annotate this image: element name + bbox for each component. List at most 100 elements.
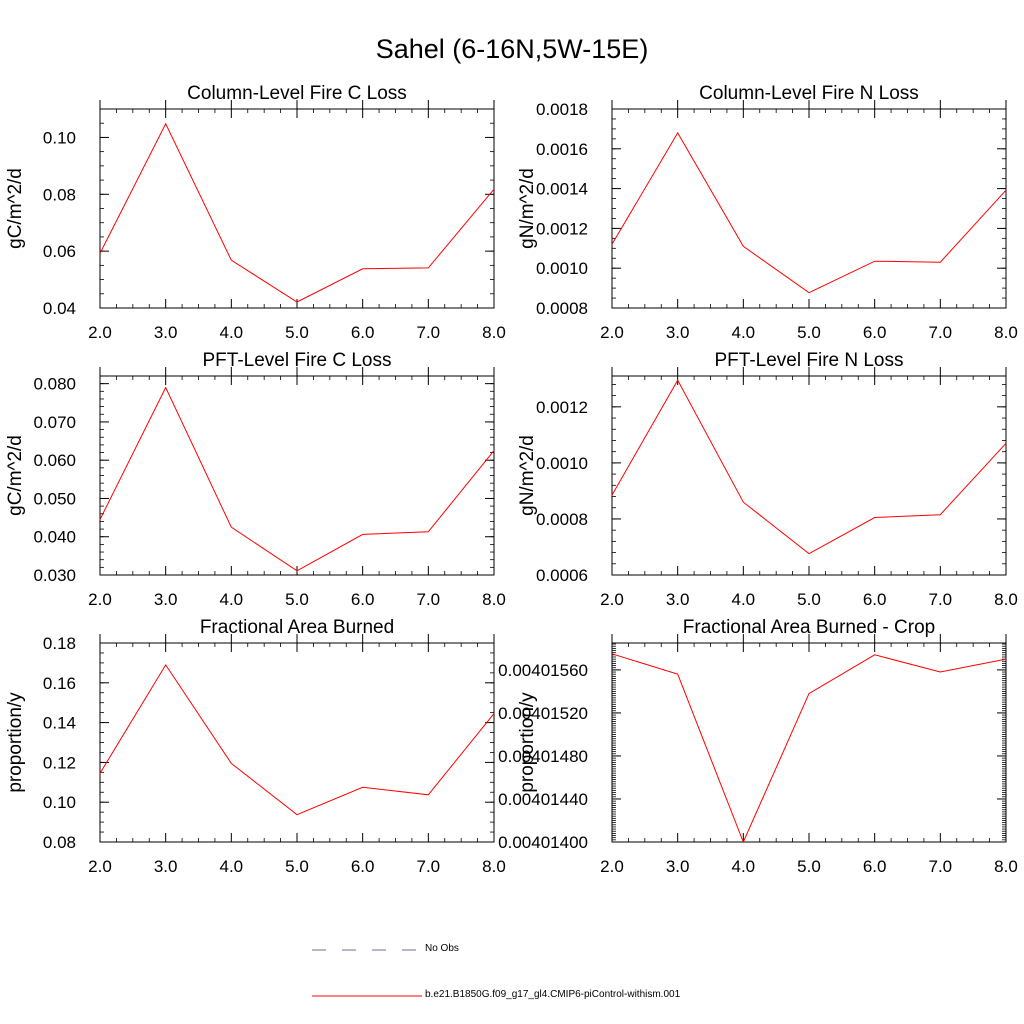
x-tick-label: 2.0 bbox=[88, 590, 112, 609]
y-axis-label: proportion/y bbox=[5, 692, 26, 793]
x-tick-label: 3.0 bbox=[666, 857, 690, 876]
chart-panel-5: Fractional Area Burned proportion/y 0.08 0.… bbox=[5, 617, 506, 876]
plot-frame bbox=[99, 375, 495, 576]
y-axis-label: gC/m^2/d bbox=[5, 435, 26, 516]
plot-frame bbox=[611, 642, 1007, 843]
x-tick-label: 3.0 bbox=[154, 590, 178, 609]
x-tick-label: 8.0 bbox=[994, 323, 1018, 342]
y-tick-label: 0.080 bbox=[33, 375, 76, 394]
x-tick-label: 5.0 bbox=[797, 323, 821, 342]
y-tick-label: 0.00401480 bbox=[498, 747, 588, 766]
y-tick-label: 0.14 bbox=[43, 714, 76, 733]
legend-model-swatch bbox=[312, 995, 422, 997]
y-axis-label: proportion/y bbox=[517, 692, 538, 793]
legend-obs-label: No Obs bbox=[425, 943, 459, 954]
x-tick-label: 6.0 bbox=[351, 857, 375, 876]
x-tick-label: 4.0 bbox=[220, 590, 244, 609]
x-tick-label: 2.0 bbox=[600, 590, 624, 609]
y-tick-label: 0.04 bbox=[43, 299, 76, 318]
chart-panel-6: Fractional Area Burned - Crop proportion/… bbox=[498, 617, 1018, 876]
y-tick-label: 0.18 bbox=[43, 634, 76, 653]
x-tick-label: 8.0 bbox=[994, 590, 1018, 609]
y-tick-label: 0.0006 bbox=[536, 566, 588, 585]
y-axis-label: gN/m^2/d bbox=[517, 168, 538, 249]
y-tick-label: 0.00401520 bbox=[498, 704, 588, 723]
y-axis-label: gC/m^2/d bbox=[5, 168, 26, 249]
chart-panel-2: Column-Level Fire N Loss gN/m^2/d 0.0008 0.… bbox=[517, 83, 1018, 342]
plot-frame bbox=[611, 108, 1007, 309]
y-tick-label: 0.0012 bbox=[536, 398, 588, 417]
x-tick-label: 4.0 bbox=[220, 323, 244, 342]
x-tick-label: 3.0 bbox=[666, 590, 690, 609]
x-tick-label: 7.0 bbox=[417, 857, 441, 876]
y-tick-label: 0.10 bbox=[43, 793, 76, 812]
x-tick-label: 4.0 bbox=[220, 857, 244, 876]
x-tick-label: 7.0 bbox=[929, 590, 953, 609]
y-tick-label: 0.08 bbox=[43, 833, 76, 852]
y-tick-label: 0.0008 bbox=[536, 510, 588, 529]
panel-title: Fractional Area Burned - Crop bbox=[683, 617, 935, 638]
y-tick-label: 0.0018 bbox=[536, 100, 588, 119]
x-tick-label: 4.0 bbox=[732, 590, 756, 609]
x-tick-label: 2.0 bbox=[88, 323, 112, 342]
y-axis-label: gN/m^2/d bbox=[517, 435, 538, 516]
legend-model-label: b.e21.B1850G.f09_g17_gl4.CMIP6-piControl… bbox=[425, 989, 681, 1000]
y-tick-label: 0.16 bbox=[43, 674, 76, 693]
x-tick-label: 4.0 bbox=[732, 857, 756, 876]
series-line bbox=[99, 663, 495, 816]
x-tick-label: 5.0 bbox=[797, 590, 821, 609]
plot-frame bbox=[99, 642, 495, 843]
x-tick-label: 5.0 bbox=[285, 857, 309, 876]
y-tick-label: 0.060 bbox=[33, 451, 76, 470]
panel-title: PFT-Level Fire N Loss bbox=[715, 350, 904, 371]
chart-panel-3: PFT-Level Fire C Loss gC/m^2/d 0.030 0.040 0… bbox=[5, 350, 506, 609]
x-tick-label: 3.0 bbox=[154, 323, 178, 342]
chart-panel-1: Column-Level Fire C Loss gC/m^2/d 0.04 0.06… bbox=[5, 83, 506, 342]
x-tick-label: 8.0 bbox=[482, 323, 506, 342]
y-tick-label: 0.040 bbox=[33, 528, 76, 547]
y-tick-label: 0.06 bbox=[43, 242, 76, 261]
legend-obs-swatch bbox=[312, 949, 420, 951]
panel-title: Column-Level Fire N Loss bbox=[699, 83, 919, 104]
x-tick-label: 7.0 bbox=[929, 323, 953, 342]
plot-frame bbox=[99, 108, 495, 309]
y-tick-label: 0.070 bbox=[33, 413, 76, 432]
x-tick-label: 5.0 bbox=[285, 323, 309, 342]
x-tick-label: 5.0 bbox=[797, 857, 821, 876]
series-line bbox=[99, 386, 495, 572]
y-tick-label: 0.00401400 bbox=[498, 833, 588, 852]
plot-frame bbox=[611, 375, 1007, 576]
x-tick-label: 6.0 bbox=[863, 590, 887, 609]
panel-title: Fractional Area Burned bbox=[200, 617, 394, 638]
y-tick-label: 0.10 bbox=[43, 128, 76, 147]
x-tick-label: 7.0 bbox=[929, 857, 953, 876]
y-tick-label: 0.030 bbox=[33, 566, 76, 585]
x-tick-label: 6.0 bbox=[351, 323, 375, 342]
figure-title: Sahel (6-16N,5W-15E) bbox=[375, 34, 649, 64]
x-tick-label: 7.0 bbox=[417, 323, 441, 342]
x-tick-label: 6.0 bbox=[351, 590, 375, 609]
x-tick-label: 2.0 bbox=[600, 323, 624, 342]
y-tick-label: 0.00401440 bbox=[498, 790, 588, 809]
x-tick-label: 7.0 bbox=[417, 590, 441, 609]
x-tick-label: 5.0 bbox=[285, 590, 309, 609]
y-tick-label: 0.0012 bbox=[536, 219, 588, 238]
x-tick-label: 6.0 bbox=[863, 857, 887, 876]
series-line bbox=[611, 131, 1007, 294]
y-tick-label: 0.0014 bbox=[536, 180, 588, 199]
x-tick-label: 2.0 bbox=[88, 857, 112, 876]
y-tick-label: 0.0016 bbox=[536, 140, 588, 159]
panel-title: PFT-Level Fire C Loss bbox=[203, 350, 392, 371]
x-tick-label: 2.0 bbox=[600, 857, 624, 876]
y-tick-label: 0.0010 bbox=[536, 454, 588, 473]
series-line bbox=[611, 379, 1007, 555]
x-tick-label: 8.0 bbox=[482, 857, 506, 876]
series-line bbox=[99, 122, 495, 303]
y-tick-label: 0.0008 bbox=[536, 299, 588, 318]
x-tick-label: 6.0 bbox=[863, 323, 887, 342]
x-tick-label: 3.0 bbox=[666, 323, 690, 342]
chart-panel-4: PFT-Level Fire N Loss gN/m^2/d 0.0006 0.000… bbox=[517, 350, 1018, 609]
y-tick-label: 0.12 bbox=[43, 753, 76, 772]
x-tick-label: 3.0 bbox=[154, 857, 178, 876]
